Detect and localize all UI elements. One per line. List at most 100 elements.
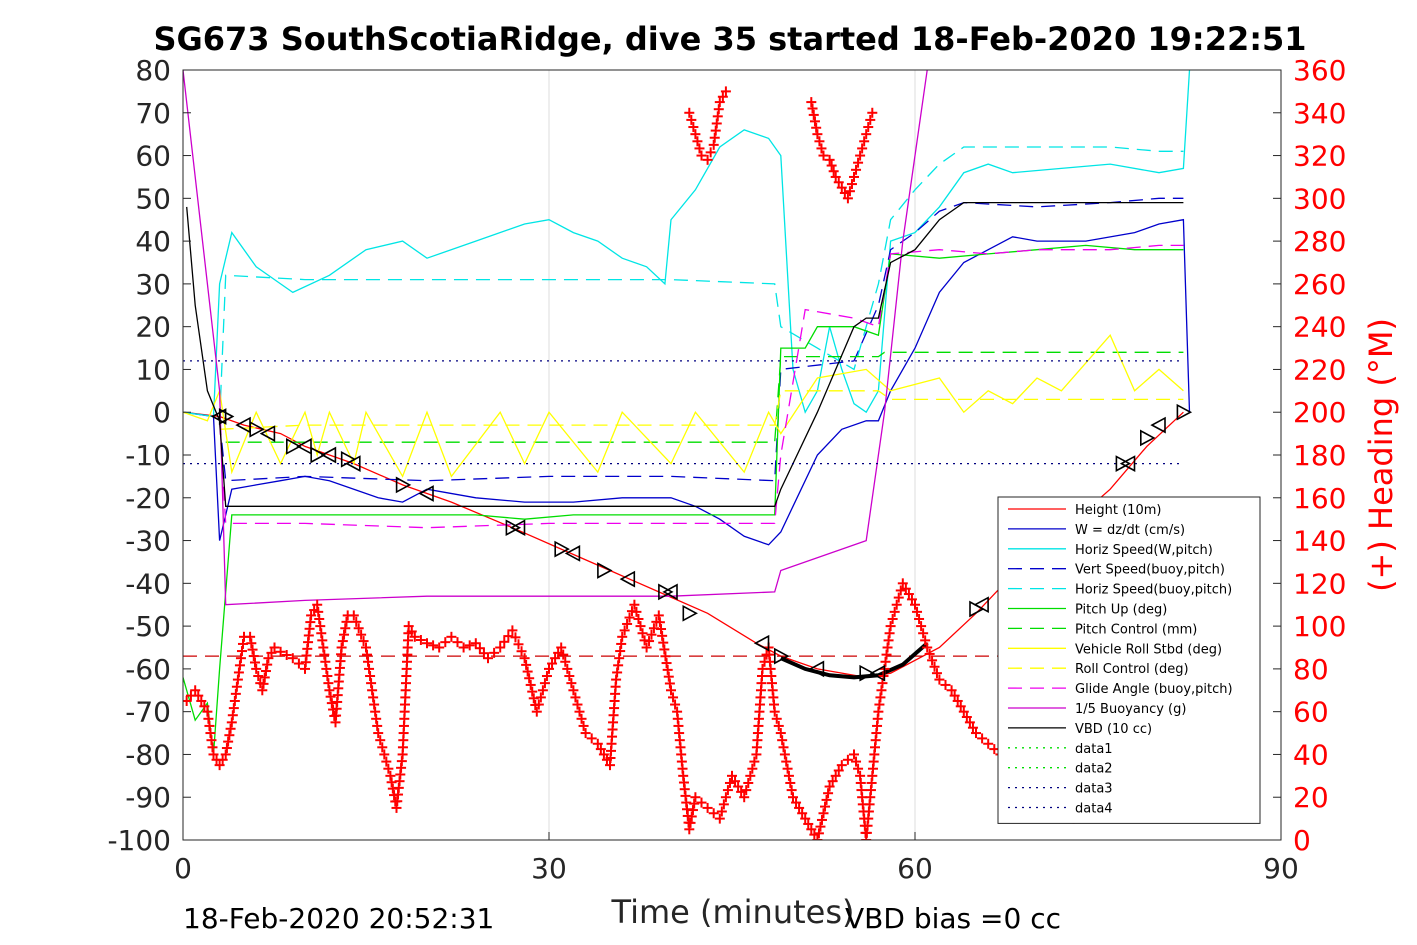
legend-label: data3 [1075,782,1113,797]
heading-point [348,610,359,621]
heading-point [912,606,923,617]
depth-marker [296,438,312,455]
heading-point [637,628,648,639]
heading-point [779,749,790,760]
heading-point [340,623,351,634]
heading-point [524,673,535,684]
heading-point [422,638,432,649]
heading-point [659,644,670,655]
heading-point [521,659,532,670]
ascent-curve [779,641,929,680]
heading-point [369,699,380,710]
heading-point [233,667,244,678]
heading-point [205,728,216,739]
depth-marker [418,485,434,502]
heading-point [666,685,676,696]
tick-label-right: 320 [1293,140,1346,173]
heading-point [617,631,628,642]
heading-point [464,640,475,651]
heading-point [797,808,808,819]
heading-point [564,671,575,682]
heading-point [882,642,893,653]
depth-marker [285,438,302,455]
heading-point [815,821,826,832]
legend-label: data1 [1075,742,1113,757]
heading-point [833,765,844,776]
series-line-1 [183,218,1191,546]
heading-point [614,653,625,664]
tick-label-right: 280 [1293,225,1346,258]
heading-point [235,653,246,664]
legend-label: Vehicle Roll Stbd (deg) [1075,642,1222,657]
heading-point [816,814,827,825]
heading-point [223,736,234,747]
heading-point [714,97,725,108]
heading-point [234,660,245,671]
series-line-4 [218,146,1184,421]
heading-point [262,659,273,670]
heading-point [668,692,679,703]
tick-label-right: 360 [1293,54,1346,87]
heading-point [730,776,741,787]
heading-point [940,679,951,690]
heading-point [319,649,330,660]
heading-point [884,628,895,639]
heading-point [853,157,864,168]
heading-point [662,664,673,675]
heading-point [373,728,384,739]
heading-point [653,610,664,621]
heading-point [221,743,232,754]
tick-label-right: 220 [1293,353,1346,386]
heading-point [688,122,699,133]
heading-point [827,776,838,787]
heading-point [809,116,820,127]
heading-point [806,97,817,108]
heading-point [812,129,823,140]
series-layer [183,70,1191,755]
series-line-8 [219,390,1184,430]
heading-point [644,636,655,647]
heading-point [236,646,247,657]
tick-label-right: 0 [1293,824,1311,857]
depth-marker [597,562,613,579]
tick-label-left: 40 [135,225,171,258]
depth-marker [259,425,276,442]
heading-point [863,122,874,133]
heading-point [828,166,839,177]
heading-point [403,621,414,632]
heading-point [206,735,217,746]
heading-point [513,639,524,650]
tick-label-right: 20 [1293,781,1329,814]
heading-point [237,638,248,649]
heading-point [849,749,859,760]
heading-point [739,792,750,803]
heading-point [321,663,332,674]
heading-point [622,618,633,629]
heading-point [381,756,392,767]
heading-point [743,777,754,788]
heading-point [851,164,862,175]
heading-point [385,770,396,781]
heading-point [906,594,917,605]
series-line-5 [183,244,1184,755]
heading-point [367,685,378,696]
heading-point [316,628,327,639]
heading-point [887,613,898,624]
heading-point [687,805,698,816]
heading-point [931,668,942,679]
y-axis-left: 80 70 60 50 40 30 20 10 0 -10 -20 -30 -40 -50 -60 -70 -8… [107,54,191,857]
tick-label-left: 50 [135,182,171,215]
heading-point [853,763,864,774]
heading-point [967,722,978,733]
heading-point [874,699,885,710]
heading-point [656,624,667,635]
heading-point [208,749,219,760]
y-axis-right: 3603403203002802602402202001801601401201… [1273,54,1346,857]
depth-marker [1115,455,1132,472]
heading-point [865,114,876,125]
heading-point [537,685,548,696]
heading-point [598,749,609,760]
heading-point [246,638,257,649]
legend-label: data4 [1075,802,1113,817]
depth-marker [554,540,570,558]
